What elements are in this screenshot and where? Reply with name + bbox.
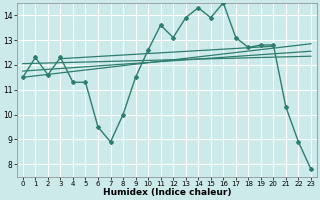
X-axis label: Humidex (Indice chaleur): Humidex (Indice chaleur)	[103, 188, 231, 197]
